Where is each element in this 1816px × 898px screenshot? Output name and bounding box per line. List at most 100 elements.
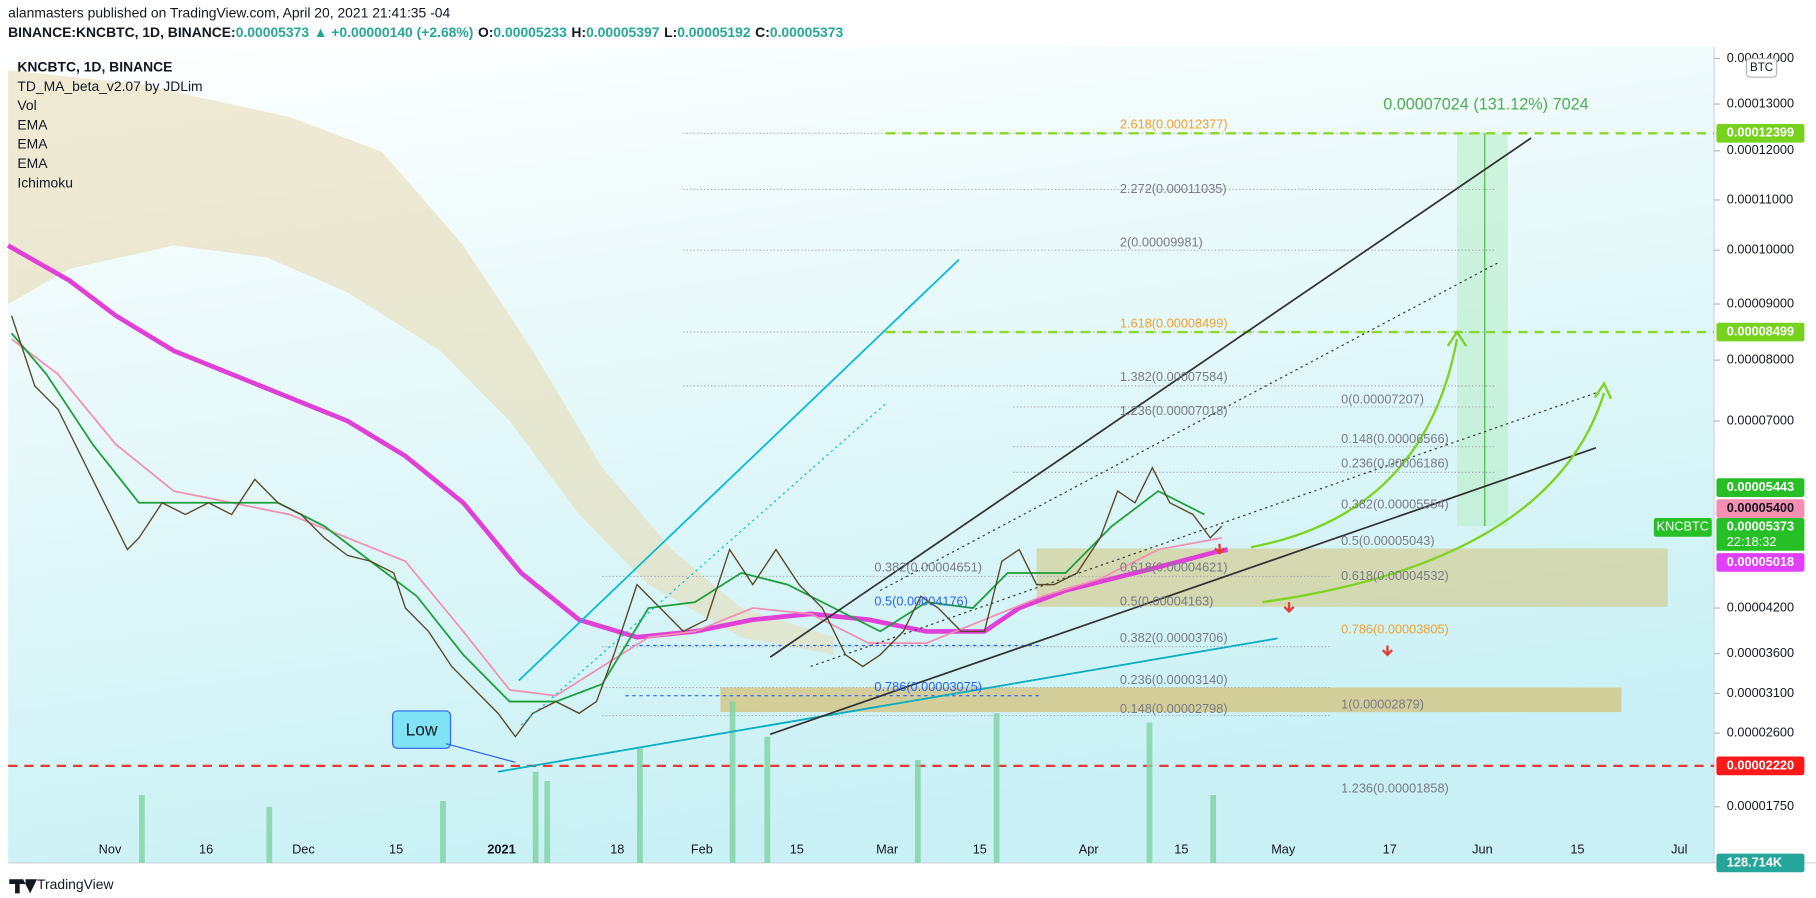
fib-label: 0.5(0.00004176) (874, 594, 967, 609)
fib-label: 2(0.00009981) (1120, 235, 1203, 250)
y-tick-label: 0.00003600 (1727, 645, 1794, 660)
fib-label: 1(0.00002879) (1341, 696, 1424, 711)
legend-entry: TD_MA_beta_v2.07 by JDLim (17, 78, 202, 94)
y-tick-label: 0.00003100 (1727, 685, 1794, 700)
footer: TradingView (37, 876, 114, 892)
trend-line (879, 262, 1498, 591)
fib-label: 2.618(0.00012377) (1120, 116, 1228, 131)
price-tag (1716, 123, 1805, 143)
price-tag-label: 0.00005373 (1727, 519, 1794, 534)
callout-box (392, 710, 452, 749)
y-tick-label: 0.00008000 (1727, 351, 1794, 366)
unit: BTC (1750, 61, 1773, 74)
fib-label: 0.5(0.00005043) (1341, 533, 1434, 548)
x-tick-label: Nov (99, 841, 122, 856)
trend-line (518, 258, 960, 682)
x-tick-label: 15 (389, 841, 403, 856)
measure-box (1456, 133, 1508, 527)
x-tick-label: 18 (610, 841, 624, 856)
x-tick-label: 15 (1570, 841, 1584, 856)
price-tag (1716, 517, 1805, 537)
price-tag (1716, 756, 1805, 776)
price-path (10, 315, 1223, 738)
projection-arrow (1250, 338, 1459, 549)
quote-part: L: (664, 23, 677, 39)
time-axis: Nov 16 Dec 15 2021 18 Feb 15 Mar 15 Apr 15 May 17 Jun 1… (99, 841, 1688, 856)
fib-label: 1.618(0.00008499) (1120, 315, 1228, 330)
x-tick-label: 17 (1383, 841, 1397, 856)
price-tag-label: 0.00005443 (1727, 479, 1794, 494)
fib-label: 2.272(0.00011035) (1120, 181, 1227, 196)
fib-label: 0.148(0.00006566) (1341, 431, 1449, 446)
quote-part: 0.00005373 (236, 23, 310, 39)
fib-label: 1.236(0.00007018) (1120, 403, 1228, 418)
legend-entry: Vol (17, 97, 36, 113)
legend: KNCBTC, 1D, BINANCE TD_MA_beta_v2.07 by J… (17, 58, 202, 190)
fib-label: 0.618(0.00004621) (1120, 560, 1228, 575)
legend-entry: EMA (17, 155, 48, 171)
x-tick-label: Mar (876, 841, 899, 856)
quote-part: 0.00005397 (586, 23, 660, 39)
fib-label: 0.786(0.00003075) (874, 679, 982, 694)
y-tick-label: 0.00002600 (1727, 724, 1794, 739)
quote-part: 0.00005233 (493, 23, 567, 39)
price-tag (1716, 853, 1805, 873)
y-tick-label: 0.00014000 (1727, 50, 1794, 65)
arrow-head (1593, 381, 1613, 400)
price-tag-label: 0.00002220 (1727, 757, 1794, 772)
publisher: alanmasters published on TradingView.com… (8, 5, 450, 21)
price-tag-label: 0.00012399 (1727, 125, 1794, 140)
x-tick-label: Dec (292, 841, 315, 856)
price-tag (1716, 322, 1805, 342)
x-tick-label: May (1271, 841, 1296, 856)
fib-lines (602, 132, 1495, 717)
callout-text: Low (406, 719, 438, 739)
fib-label: 0.236(0.00006186) (1341, 456, 1449, 471)
legend-entry: KNCBTC, 1D, BINANCE (17, 58, 172, 74)
fib-label: 1.236(0.00001858) (1341, 781, 1449, 796)
fib-label: 0.236(0.00003140) (1120, 672, 1228, 687)
y-tick-label: 0.00004200 (1727, 599, 1794, 614)
symbol-tag-label: KNCBTC (1657, 519, 1709, 534)
price-axis: 0.00014000 0.00013000 0.00012000 0.00011000… (1714, 50, 1794, 813)
y-tick-label: 0.00012000 (1727, 142, 1794, 157)
quote-part: 0.00005373 (770, 23, 844, 39)
countdown-box (1716, 534, 1805, 551)
down-arrows (1214, 543, 1393, 657)
legend-entry: EMA (17, 116, 48, 132)
trend-line (769, 137, 1532, 658)
price-tag (1716, 499, 1805, 518)
x-tick-label: 15 (1174, 841, 1188, 856)
x-tick-label: Apr (1079, 841, 1100, 856)
ichimoku-cloud (8, 70, 834, 655)
quote-part: O: (478, 23, 493, 39)
fib-labels: 2.618(0.00012377) 2.272(0.00011035) 2(0.00… (874, 116, 1448, 795)
price-tags: 0.00012399 0.00008499 0.00005443 0.00005400… (1653, 123, 1805, 873)
x-tick-label: Jul (1671, 841, 1687, 856)
fib-label: 0.786(0.00003805) (1341, 622, 1449, 637)
y-tick-label: 0.00009000 (1727, 295, 1794, 310)
unit-box (1745, 57, 1778, 78)
fib-label: 0(0.00007207) (1341, 391, 1424, 406)
x-tick-label: 15 (790, 841, 804, 856)
trend-line (497, 637, 1278, 773)
fib-label: 0.382(0.00005554) (1341, 496, 1449, 511)
price-tag-label: 128.714K (1727, 854, 1783, 869)
y-tick-label: 0.00010000 (1727, 242, 1794, 257)
price-tag (1716, 478, 1805, 497)
y-tick-label: 0.00011000 (1727, 191, 1793, 206)
projection-arrow (1262, 392, 1606, 604)
x-tick-label: 15 (973, 841, 987, 856)
price-tag (1716, 553, 1805, 572)
legend-entry: Ichimoku (17, 174, 73, 190)
quote-part: C: (755, 23, 770, 39)
fib-label: 0.5(0.00004163) (1120, 594, 1213, 609)
quote-line: BINANCE:KNCBTC, 1D, BINANCE:0.00005373 ▲ … (8, 23, 843, 39)
measure-label: 0.00007024 (131.12%) 7024 (1383, 95, 1588, 113)
y-tick-label: 0.00007000 (1727, 412, 1794, 427)
fib-label: 1.382(0.00007584) (1120, 369, 1228, 384)
fib-label: 0.618(0.00004532) (1341, 568, 1449, 583)
y-tick-label: 0.00013000 (1727, 95, 1794, 110)
quote-part: 0.00005192 (677, 23, 751, 39)
